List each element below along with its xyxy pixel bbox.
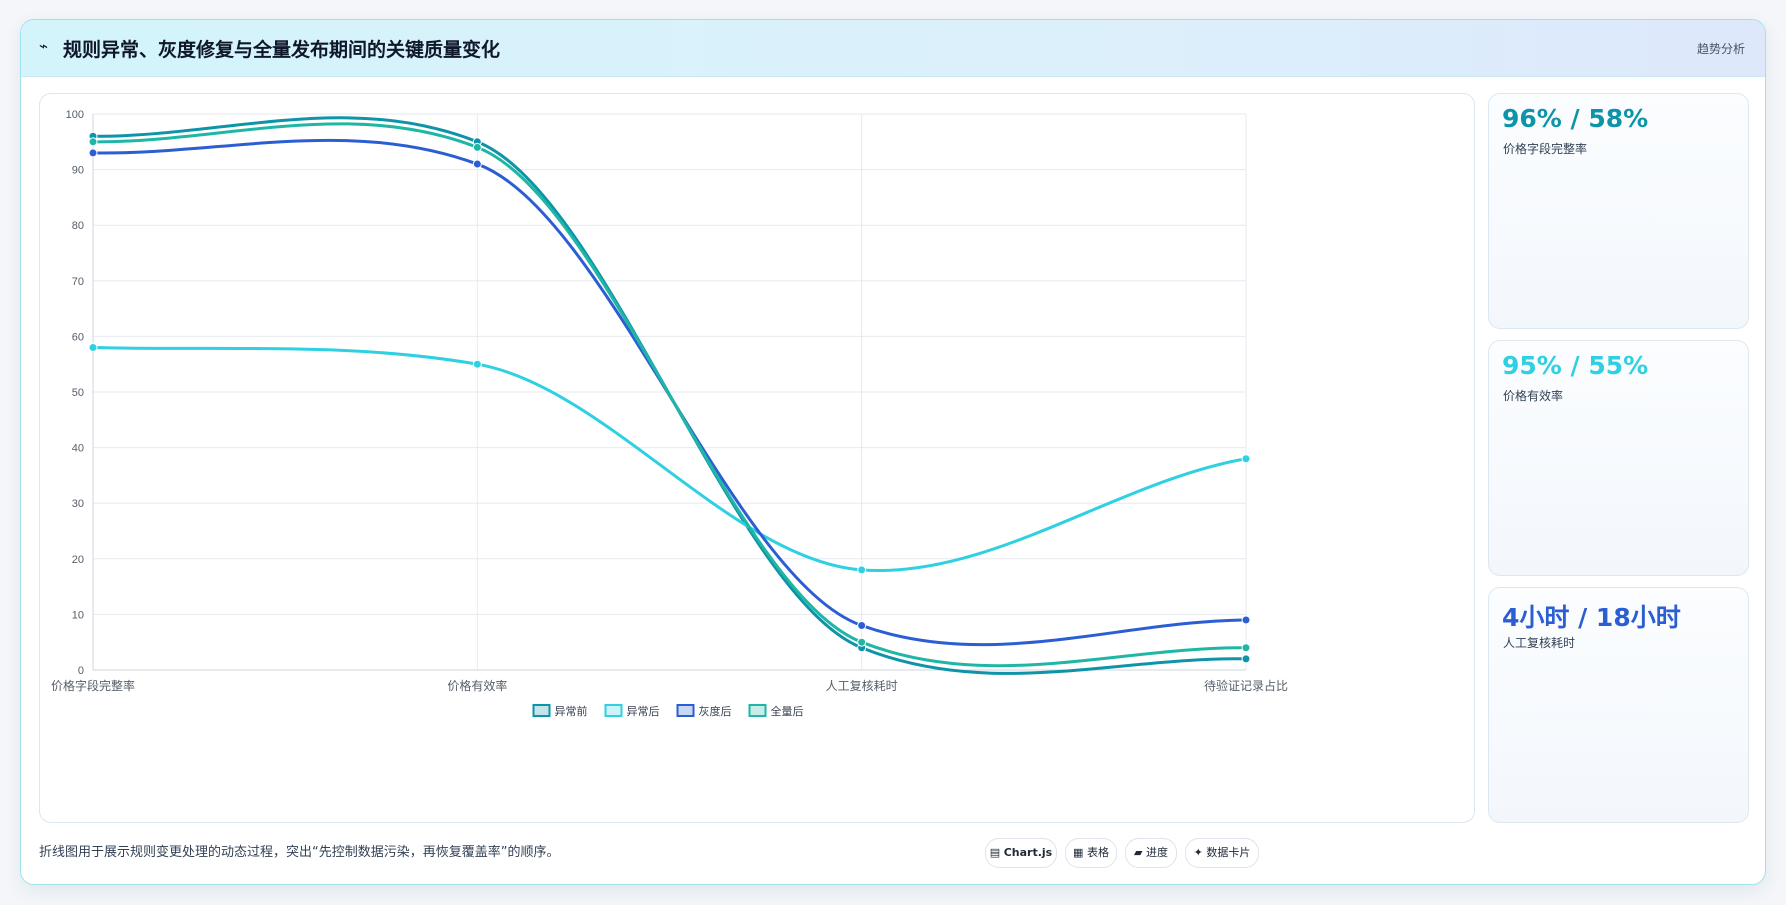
y-tick-label: 80 bbox=[72, 220, 84, 232]
pill-progress[interactable]: ▰ 进度 bbox=[1125, 838, 1177, 868]
data-point bbox=[88, 137, 98, 147]
data-point bbox=[857, 565, 867, 575]
y-tick-label: 0 bbox=[78, 665, 84, 677]
pill-label: Chart.js bbox=[1003, 846, 1053, 859]
y-tick-label: 100 bbox=[66, 109, 84, 121]
x-tick-label: 价格有效率 bbox=[447, 678, 507, 693]
kpi-value: 95% / 55% bbox=[1502, 351, 1649, 380]
kpi-value: 4小时 / 18小时 bbox=[1502, 603, 1681, 632]
kpi-card-price-validity: 95% / 55% 价格有效率 bbox=[1488, 340, 1749, 576]
legend-swatch bbox=[676, 704, 695, 717]
y-tick-label: 30 bbox=[72, 498, 84, 510]
panel-tag: 趋势分析 bbox=[1696, 42, 1745, 56]
trend-icon: ⌁ bbox=[39, 37, 49, 55]
y-tick-label: 10 bbox=[72, 609, 84, 621]
data-point bbox=[472, 142, 482, 152]
series-line bbox=[91, 122, 1248, 668]
y-tick-label: 50 bbox=[72, 387, 84, 399]
table-icon: ▦ bbox=[1073, 846, 1084, 859]
card-icon: ✦ bbox=[1193, 846, 1203, 859]
y-tick-label: 40 bbox=[72, 443, 84, 455]
legend-swatch bbox=[748, 704, 767, 717]
data-point bbox=[1241, 643, 1251, 653]
kpi-value: 96% / 58% bbox=[1502, 104, 1649, 133]
data-point bbox=[472, 159, 482, 169]
pill-label: 表格 bbox=[1086, 846, 1109, 859]
y-tick-label: 90 bbox=[72, 165, 84, 177]
kpi-card-review-time: 4小时 / 18小时 人工复核耗时 bbox=[1488, 587, 1749, 823]
y-tick-label: 70 bbox=[72, 276, 84, 288]
panel-title: 规则异常、灰度修复与全量发布期间的关键质量变化 bbox=[63, 39, 501, 61]
data-point bbox=[88, 343, 98, 353]
data-point bbox=[1241, 615, 1251, 625]
panel-header: ⌁ 规则异常、灰度修复与全量发布期间的关键质量变化 趋势分析 bbox=[21, 20, 1765, 77]
pill-label: 进度 bbox=[1145, 846, 1168, 859]
kpi-label: 价格字段完整率 bbox=[1503, 142, 1588, 156]
progress-icon: ▰ bbox=[1134, 846, 1143, 859]
data-point bbox=[88, 148, 98, 158]
pill-label: 数据卡片 bbox=[1206, 846, 1251, 859]
kpi-card-price-completeness: 96% / 58% 价格字段完整率 bbox=[1488, 93, 1749, 329]
legend-label: 异常后 bbox=[627, 705, 660, 718]
legend-label: 灰度后 bbox=[699, 704, 732, 718]
legend-swatch bbox=[604, 704, 623, 717]
legend-label: 全量后 bbox=[771, 704, 804, 718]
y-tick-label: 20 bbox=[72, 554, 84, 566]
data-point bbox=[472, 359, 482, 369]
x-tick-label: 价格字段完整率 bbox=[51, 678, 135, 693]
x-tick-label: 待验证记录占比 bbox=[1204, 678, 1288, 693]
legend-label: 异常前 bbox=[555, 704, 588, 718]
data-point bbox=[857, 621, 867, 631]
line-chart-card: 0 10 20 30 40 50 60 70 80 90 100 价格字段完整率 价格有效率 人工复核耗时… bbox=[39, 93, 1475, 823]
kpi-label: 人工复核耗时 bbox=[1503, 636, 1576, 650]
kpi-label: 价格有效率 bbox=[1503, 389, 1564, 403]
series-line bbox=[91, 346, 1248, 573]
pill-data-card[interactable]: ✦ 数据卡片 bbox=[1185, 838, 1259, 868]
line-chart: 0 10 20 30 40 50 60 70 80 90 100 价格字段完整率 价格有效率 人工复核耗时… bbox=[51, 109, 1288, 718]
legend-swatch bbox=[532, 704, 551, 717]
data-point bbox=[1241, 454, 1251, 464]
pill-chartjs[interactable]: ▤ Chart.js bbox=[985, 838, 1057, 868]
y-tick-label: 60 bbox=[72, 331, 84, 343]
pill-table[interactable]: ▦ 表格 bbox=[1065, 838, 1117, 868]
chart-footnote: 折线图用于展示规则变更处理的动态过程，突出“先控制数据污染，再恢复覆盖率”的顺序… bbox=[39, 845, 560, 860]
report-panel: ⌁ 规则异常、灰度修复与全量发布期间的关键质量变化 趋势分析 0 10 20 30 40… bbox=[20, 19, 1766, 885]
x-tick-label: 人工复核耗时 bbox=[826, 679, 898, 693]
data-point bbox=[1241, 654, 1251, 664]
chart-icon: ▤ bbox=[989, 846, 1001, 859]
data-point bbox=[857, 637, 867, 647]
